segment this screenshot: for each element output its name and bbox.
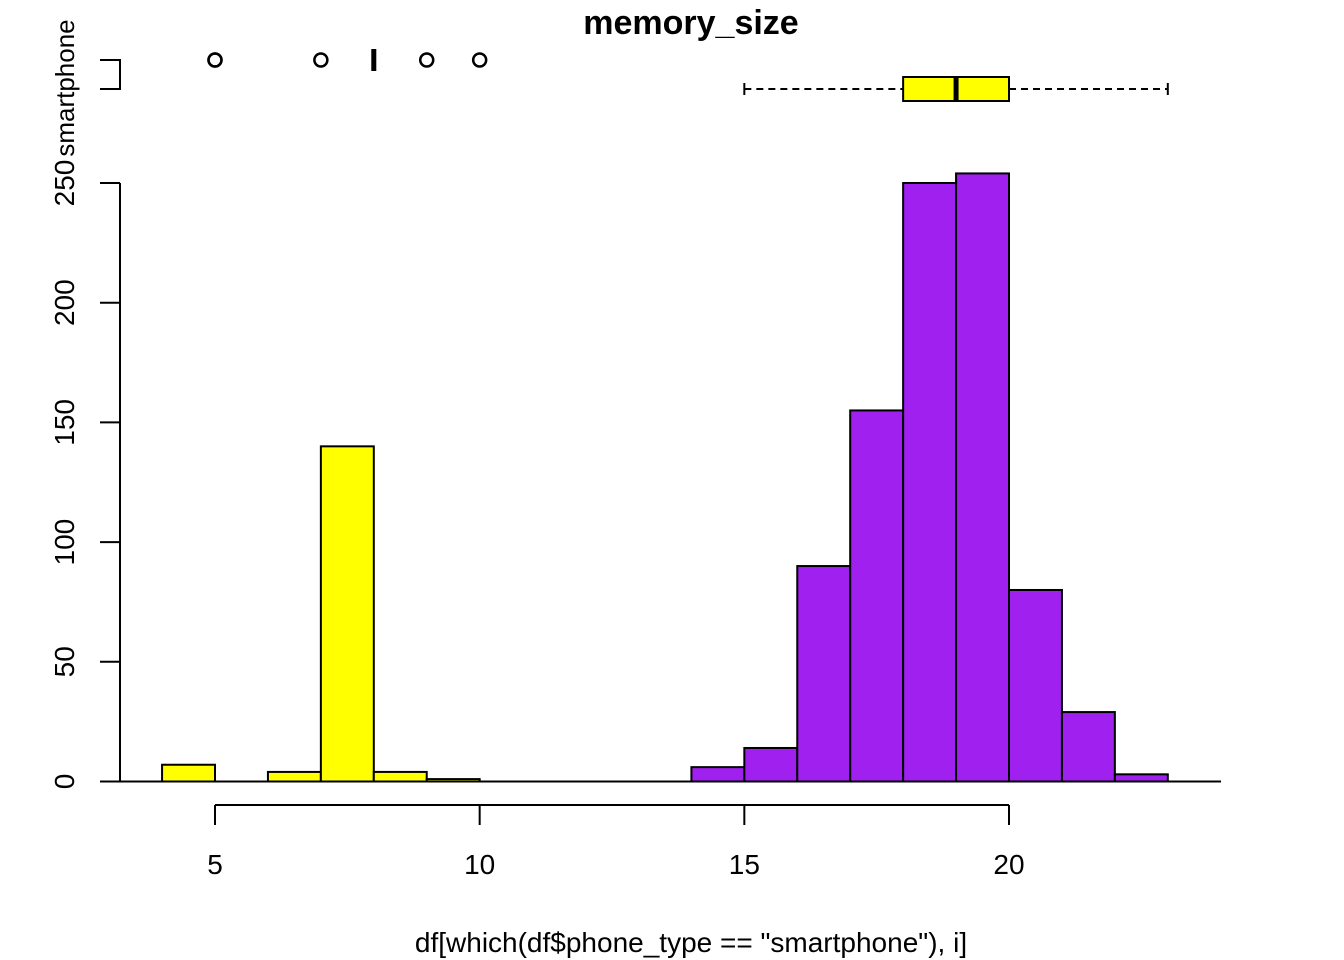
boxplot-layer: [100, 49, 1169, 102]
boxplot-outlier-point: [313, 52, 329, 68]
y-tick-label: 150: [49, 399, 80, 446]
x-axis: 5 10 15 20: [207, 804, 1025, 880]
x-axis-label: df[which(df$phone_type == "smartphone"),…: [415, 927, 967, 958]
y-tick-label: 0: [49, 774, 80, 790]
y-tick-label: 250: [49, 160, 80, 207]
x-tick-label: 10: [464, 849, 495, 880]
histogram-bars: [161, 172, 1169, 783]
x-tick-label: 5: [207, 849, 223, 880]
histogram-bar-1-4: [690, 766, 746, 783]
histogram-bar-1-7: [849, 409, 905, 783]
x-tick-label: 15: [729, 849, 760, 880]
boxplot-axis-bracket: [100, 59, 121, 90]
histogram-bar-1-10: [1008, 588, 1063, 783]
histogram-bar-1-12: [1113, 773, 1169, 783]
histogram-bar-1-9: [955, 172, 1010, 783]
x-tick-label: 20: [993, 849, 1024, 880]
y-tick-label: 200: [49, 279, 80, 326]
y-tick-label: 50: [49, 646, 80, 677]
histogram-bar-0-4: [372, 770, 428, 783]
histogram-bar-0-2: [266, 770, 322, 783]
histogram-bar-0-3: [319, 445, 375, 783]
boxplot-outlier-point: [471, 52, 488, 68]
chart-title: memory_size: [583, 4, 798, 42]
histogram-bar-1-8: [902, 182, 958, 783]
y-tick-label: 100: [49, 519, 80, 566]
boxplot-outlier-point: [418, 52, 435, 68]
boxplot-label: smartphone: [50, 19, 80, 156]
histogram-bar-1-6: [796, 565, 852, 783]
y-axis: 0 50 100 150 200 250: [49, 160, 121, 790]
boxplot-outlier-point: [207, 52, 223, 68]
histogram-bar-1-5: [743, 746, 799, 783]
histogram-bar-0-0: [161, 763, 216, 783]
histogram-bar-1-11: [1060, 711, 1116, 783]
